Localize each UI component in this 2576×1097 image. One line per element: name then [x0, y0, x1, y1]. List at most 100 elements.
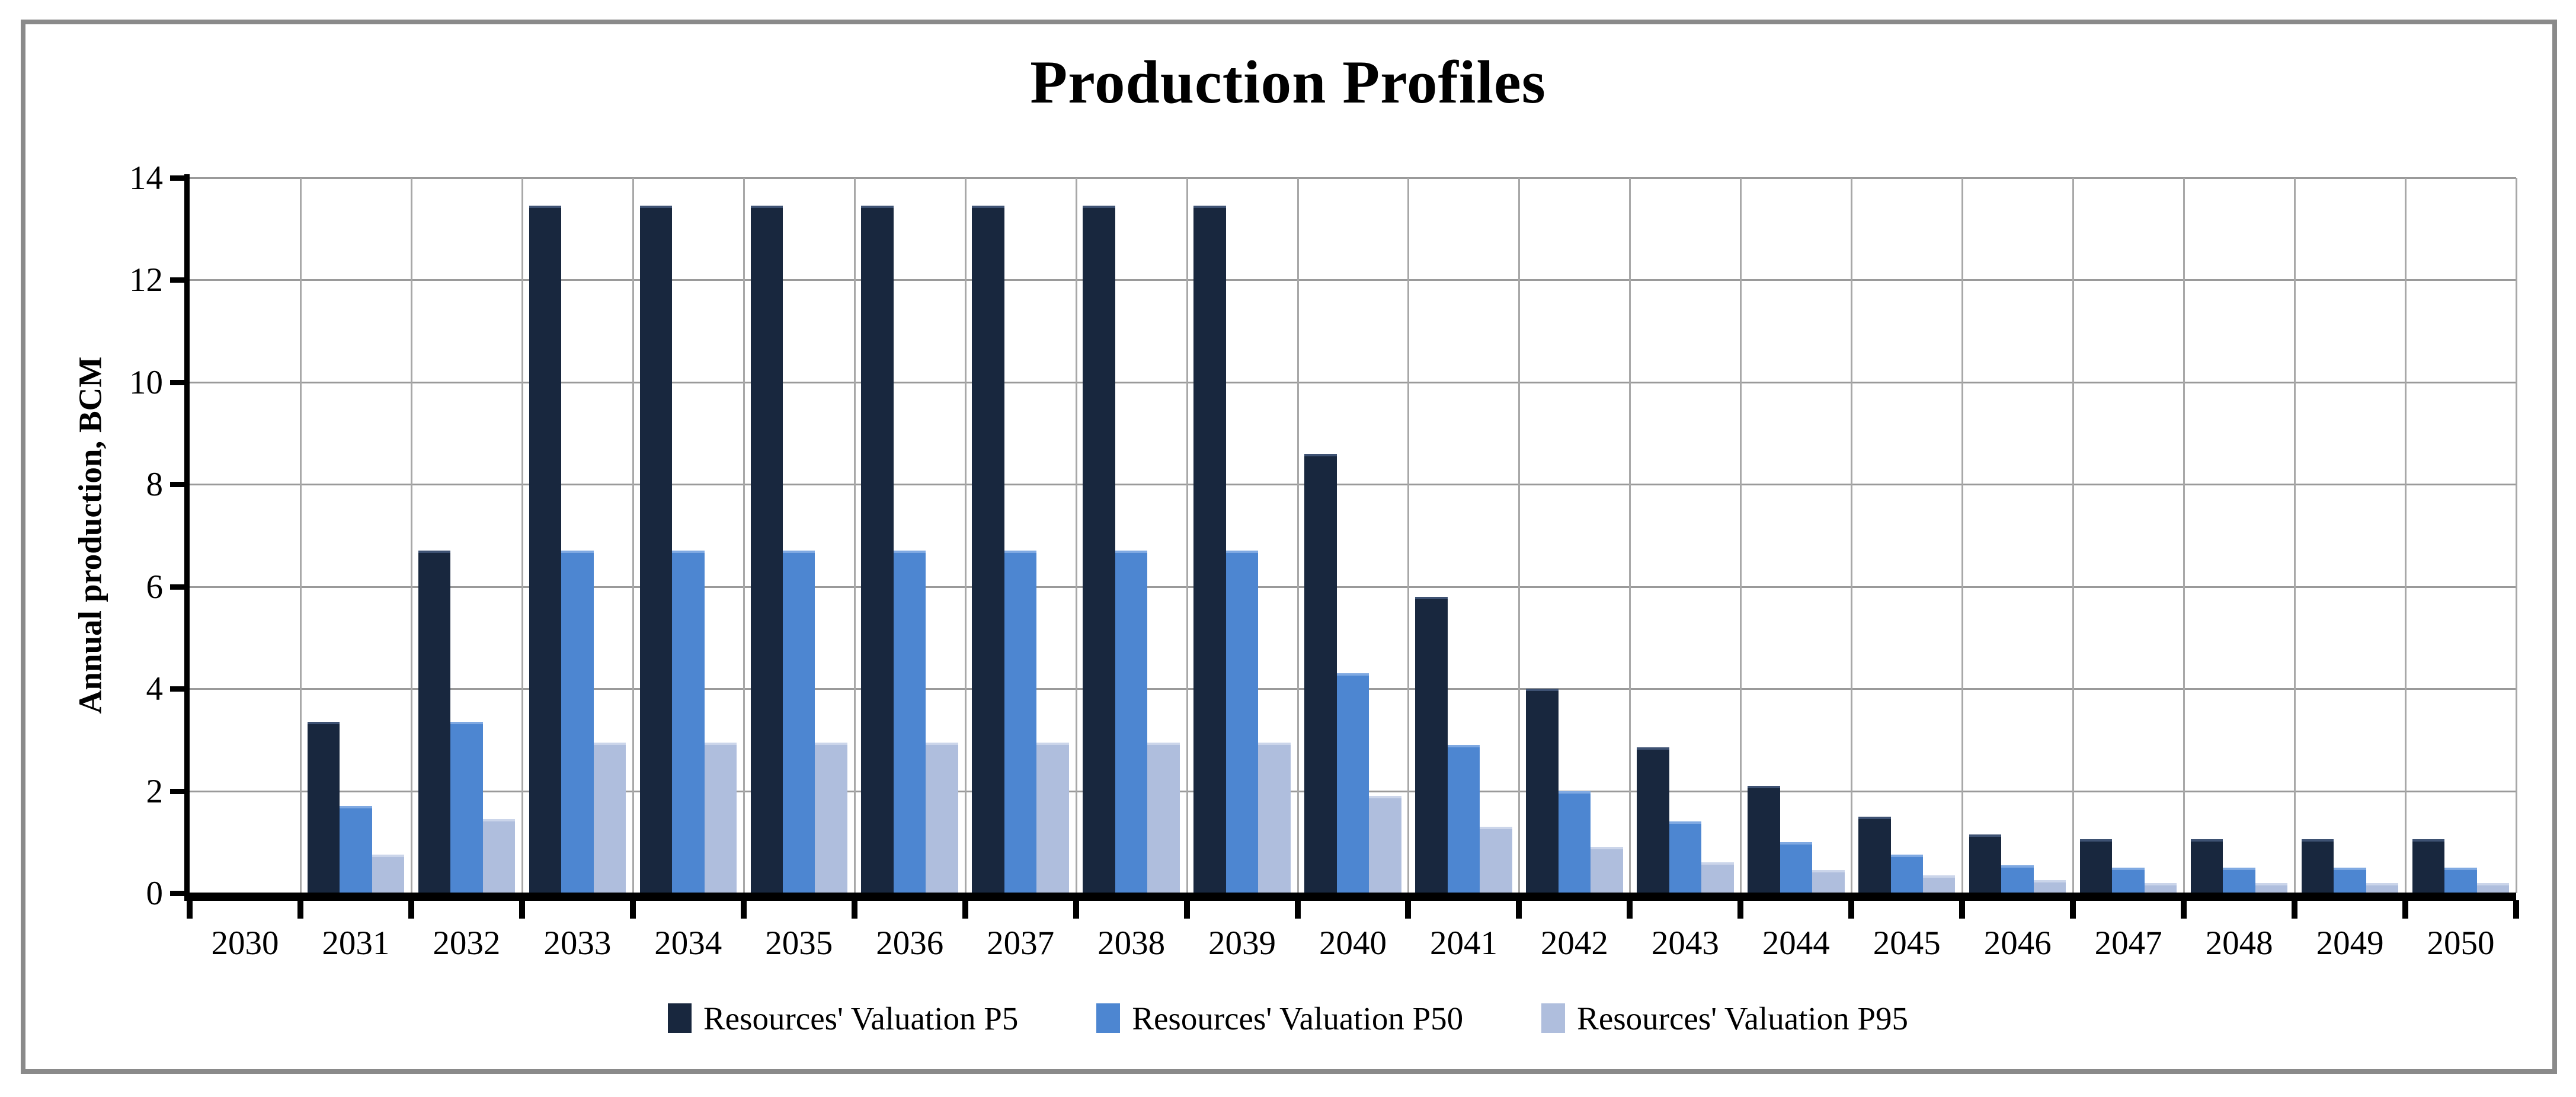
gridline-y-12	[190, 279, 2516, 282]
bar-p5-2031	[307, 722, 340, 893]
bar-group-2036	[855, 178, 965, 893]
x-tick-label-2038: 2038	[1097, 925, 1166, 962]
x-tick-20	[2402, 900, 2409, 919]
bar-p50-2036	[893, 551, 926, 893]
bar-group-2038	[1076, 178, 1187, 893]
x-tick-label-2033: 2033	[543, 925, 612, 962]
bar-group-2045	[1851, 178, 1962, 893]
bar-p95-2042	[1591, 847, 1623, 893]
gridline-y-8	[190, 484, 2516, 486]
bar-group-2031	[300, 178, 411, 893]
bar-p50-2047	[2112, 867, 2145, 893]
y-tick-12	[170, 277, 185, 283]
bar-p50-2032	[450, 722, 483, 893]
legend-swatch-p95	[1541, 1003, 1566, 1033]
gridline-category-separator-7	[964, 178, 967, 893]
bars-layer	[190, 178, 2516, 893]
x-tick-11	[1405, 900, 1412, 919]
legend-swatch-p50	[1096, 1003, 1121, 1033]
bar-p5-2044	[1748, 785, 1780, 893]
bar-p5-2037	[972, 206, 1004, 893]
y-tick-14	[170, 175, 185, 181]
bar-p95-2048	[2255, 882, 2288, 893]
x-tick-label-2040: 2040	[1319, 925, 1387, 962]
y-tick-label-14: 14	[129, 159, 163, 197]
bar-p5-2033	[529, 206, 562, 893]
bar-p95-2047	[2144, 882, 2177, 893]
x-tick-17	[2070, 900, 2076, 919]
x-tick-15	[1848, 900, 1855, 919]
gridline-category-separator-8	[1075, 178, 1077, 893]
x-tick-label-2047: 2047	[2094, 925, 2162, 962]
bar-p50-2033	[561, 551, 594, 893]
legend-entry-p50: Resources' Valuation P50	[1096, 1000, 1463, 1037]
bar-p5-2036	[861, 206, 894, 893]
bar-group-2034	[633, 178, 744, 893]
x-tick-0	[187, 900, 193, 919]
bar-p5-2032	[418, 551, 451, 893]
x-tick-label-2032: 2032	[433, 925, 501, 962]
bar-p5-2049	[2301, 839, 2334, 893]
y-tick-10	[170, 379, 185, 385]
bar-p50-2031	[340, 806, 372, 893]
y-axis-title: Annual production, BCM	[72, 356, 108, 714]
legend-swatch-p5	[667, 1003, 692, 1033]
bar-p50-2038	[1115, 551, 1148, 893]
bar-group-2049	[2295, 178, 2405, 893]
x-tick-label-2036: 2036	[876, 925, 944, 962]
x-tick-21	[2513, 900, 2519, 919]
bar-group-2044	[1740, 178, 1851, 893]
gridline-category-separator-21	[2516, 178, 2517, 893]
bar-group-2035	[744, 178, 855, 893]
bar-p50-2048	[2223, 867, 2255, 893]
bar-p5-2043	[1637, 747, 1669, 893]
x-tick-12	[1516, 900, 1522, 919]
bar-p50-2045	[1890, 855, 1923, 893]
bar-p95-2044	[1812, 870, 1845, 893]
bar-p5-2039	[1193, 206, 1226, 893]
y-tick-label-6: 6	[146, 568, 164, 606]
gridline-y-14	[190, 177, 2516, 179]
bar-p50-2043	[1669, 821, 1702, 893]
bar-p50-2044	[1780, 842, 1813, 893]
x-tick-label-2031: 2031	[322, 925, 390, 962]
legend: Resources' Valuation P5 Resources' Valuat…	[0, 999, 2576, 1037]
bar-p95-2039	[1258, 742, 1291, 893]
x-tick-label-2046: 2046	[1983, 925, 2052, 962]
bar-p5-2040	[1304, 453, 1337, 893]
bar-group-2047	[2073, 178, 2184, 893]
x-tick-label-2037: 2037	[987, 925, 1055, 962]
gridline-category-separator-17	[2072, 178, 2075, 893]
x-tick-6	[851, 900, 857, 919]
bar-p95-2034	[704, 742, 737, 893]
gridline-category-separator-15	[1851, 178, 1853, 893]
bar-p95-2050	[2476, 882, 2510, 893]
gridline-category-separator-10	[1297, 178, 1299, 893]
y-tick-label-2: 2	[146, 772, 164, 810]
y-tick-2	[170, 788, 185, 794]
gridline-category-separator-9	[1186, 178, 1188, 893]
bar-p5-2046	[1969, 834, 2002, 893]
bar-group-2037	[965, 178, 1076, 893]
bar-p95-2038	[1147, 742, 1180, 893]
y-tick-8	[170, 482, 185, 488]
x-axis-line	[184, 893, 2516, 901]
bar-group-2046	[1962, 178, 2073, 893]
x-tick-9	[1183, 900, 1190, 919]
x-tick-5	[740, 900, 747, 919]
x-tick-13	[1627, 900, 1633, 919]
bar-p5-2045	[1858, 816, 1891, 893]
gridline-y-10	[190, 381, 2516, 383]
bar-group-2050	[2405, 178, 2516, 893]
bar-p5-2035	[750, 206, 783, 893]
x-tick-3	[519, 900, 525, 919]
bar-p95-2036	[926, 742, 958, 893]
gridline-category-separator-12	[1518, 178, 1521, 893]
y-tick-label-10: 10	[129, 363, 163, 401]
gridline-category-separator-3	[521, 178, 523, 893]
x-tick-8	[1073, 900, 1079, 919]
x-tick-label-2044: 2044	[1762, 925, 1830, 962]
gridline-category-separator-14	[1740, 178, 1742, 893]
bar-group-2048	[2184, 178, 2295, 893]
